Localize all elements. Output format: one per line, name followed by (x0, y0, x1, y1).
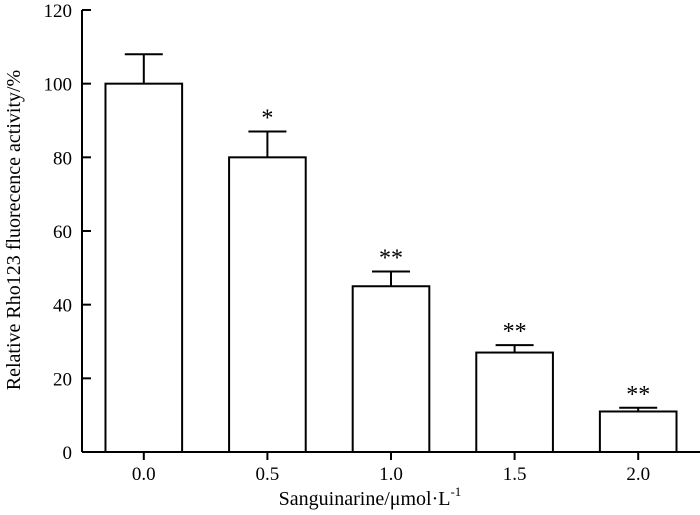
y-tick-label: 60 (53, 222, 72, 243)
x-axis: 0.0 0.5 1.0 1.5 2.0 (82, 451, 700, 485)
bar-1.0 (351, 285, 431, 453)
y-tick-label: 120 (44, 1, 73, 22)
bar-0.5 (228, 156, 307, 453)
significance-2.0: ** (626, 382, 650, 408)
significance-1.5: ** (503, 319, 527, 345)
x-axis-title-superscript: -1 (450, 484, 461, 499)
x-tick-label: 1.5 (503, 464, 527, 485)
significance-1.0: ** (379, 246, 403, 272)
bar-0.0 (104, 82, 184, 454)
y-tick-label: 100 (44, 75, 73, 96)
y-axis: 0 20 40 60 80 100 120 (44, 1, 91, 464)
significance-0.5: * (261, 106, 273, 132)
y-tick-label: 40 (53, 296, 72, 317)
y-tick-label: 0 (63, 443, 73, 464)
x-tick-label: 2.0 (626, 464, 650, 485)
y-axis-title: Relative Rho123 fluorecence activity/% (3, 70, 25, 390)
bar-2.0 (598, 410, 678, 454)
y-tick-label: 20 (53, 369, 72, 390)
x-axis-title-main: Sanguinarine/μmol·L (279, 488, 451, 510)
x-tick-label: 1.0 (379, 464, 403, 485)
x-axis-title: Sanguinarine/μmol·L-1 (279, 484, 462, 510)
y-tick-label: 80 (53, 148, 72, 169)
x-tick-label: 0.5 (256, 464, 280, 485)
x-tick-label: 0.0 (132, 464, 156, 485)
bar-1.5 (475, 351, 554, 453)
bars: ******* (104, 53, 678, 454)
